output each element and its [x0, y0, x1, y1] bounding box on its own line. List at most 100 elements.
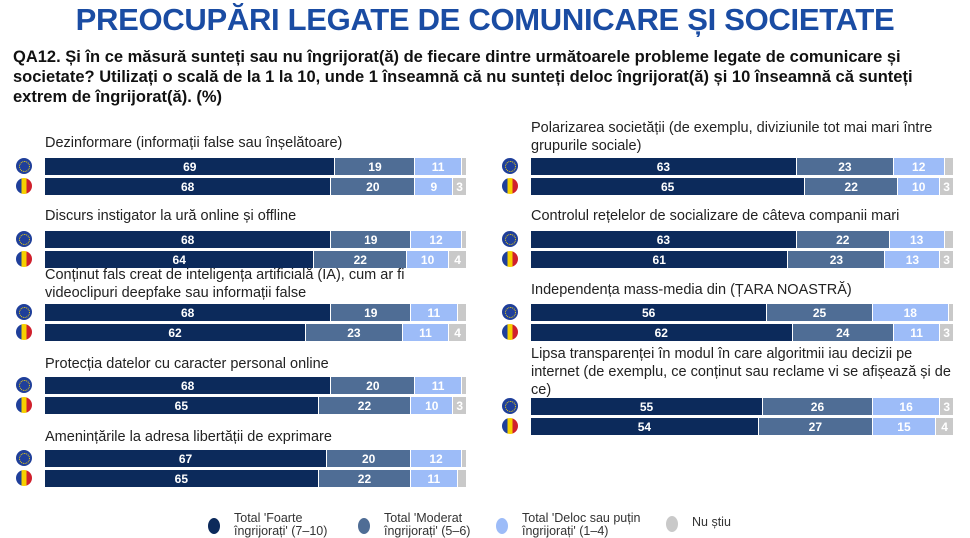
- eu-flag-icon: [502, 158, 518, 174]
- bar-segment: 19: [331, 231, 412, 248]
- bar-segment: 67: [45, 450, 328, 467]
- legend-label: Total 'Foarte îngrijorați' (7–10): [234, 511, 328, 538]
- bar-segment: 12: [411, 450, 462, 467]
- bar-row-eu: 67 20 12: [45, 450, 466, 467]
- legend-item: Total 'Deloc sau puțin îngrijorați' (1–4…: [496, 512, 642, 538]
- item-label: Amenințările la adresa libertății de exp…: [45, 429, 332, 445]
- item-label: Dezinformare (informații false sau înșel…: [45, 135, 343, 151]
- bar-row-ro: 65 22 11: [45, 470, 466, 487]
- legend-label: Total 'Deloc sau puțin îngrijorați' (1–4…: [522, 511, 641, 538]
- bar-row-eu: 63 23 12: [531, 158, 953, 175]
- bar-segment: 22: [318, 470, 412, 487]
- bar-segment: [461, 158, 466, 175]
- bar-segment: 65: [531, 178, 806, 195]
- romania-flag-icon: [502, 251, 518, 267]
- bar-row-eu: 56 25 18: [531, 304, 953, 321]
- bar-segment: 22: [796, 231, 890, 248]
- bar-segment: 54: [531, 418, 759, 435]
- bar-segment: 4: [449, 251, 466, 268]
- romania-flag-icon: [502, 324, 518, 340]
- bar-segment: 23: [796, 158, 894, 175]
- bar-segment: 11: [893, 324, 941, 341]
- bar-segment: 9: [415, 178, 454, 195]
- bar-segment: 61: [531, 251, 789, 268]
- item-label: Discurs instigator la ură online și offl…: [45, 208, 297, 224]
- bar-segment: 62: [531, 324, 793, 341]
- bar-segment: [461, 450, 466, 467]
- bar-row-eu: 69 19 11: [45, 158, 466, 175]
- bar-segment: 3: [940, 251, 953, 268]
- bar-row-eu: 55 26 16 3: [531, 398, 953, 415]
- romania-flag-icon: [502, 418, 518, 434]
- bar-segment: 4: [449, 324, 466, 341]
- legend-item: Nu știu: [666, 516, 812, 532]
- legend-swatch: [208, 518, 220, 534]
- bar-segment: 3: [453, 397, 466, 414]
- bar-segment: 10: [411, 397, 454, 414]
- romania-flag-icon: [16, 251, 32, 267]
- bar-segment: 3: [940, 178, 953, 195]
- eu-flag-icon: [16, 304, 32, 320]
- bar-segment: 68: [45, 377, 332, 394]
- item-label: Polarizarea societății (de exemplu, divi…: [531, 120, 933, 154]
- bar-segment: 11: [402, 324, 450, 341]
- bar-segment: 22: [805, 178, 899, 195]
- bar-segment: 12: [411, 231, 462, 248]
- bar-row-eu: 63 22 13: [531, 231, 953, 248]
- bar-segment: 18: [872, 304, 949, 321]
- bar-segment: 65: [45, 397, 319, 414]
- bar-segment: 11: [411, 470, 458, 487]
- page-title: PREOCUPĂRI LEGATE DE COMUNICARE ȘI SOCIE…: [75, 2, 895, 37]
- bar-segment: 68: [45, 231, 332, 248]
- bar-segment: [461, 377, 466, 394]
- bar-segment: 68: [45, 178, 332, 195]
- bar-row-ro: 62 24 11 3: [531, 324, 953, 341]
- bar-segment: 11: [415, 158, 462, 175]
- bar-segment: [944, 158, 953, 175]
- item-label: Independența mass-media din (ȚARA NOASTR…: [531, 282, 852, 298]
- romania-flag-icon: [16, 397, 32, 413]
- romania-flag-icon: [16, 324, 32, 340]
- bar-segment: 64: [45, 251, 315, 268]
- bar-segment: 10: [898, 178, 941, 195]
- bar-segment: 63: [531, 231, 797, 248]
- bar-row-ro: 61 23 13 3: [531, 251, 953, 268]
- bar-segment: 19: [331, 304, 412, 321]
- bar-segment: 11: [415, 377, 462, 394]
- legend-item: Total 'Moderat îngrijorați' (5–6): [358, 512, 504, 538]
- eu-flag-icon: [502, 231, 518, 247]
- bar-row-ro: 54 27 15 4: [531, 418, 953, 435]
- bar-row-ro: 65 22 10 3: [531, 178, 953, 195]
- bar-row-ro: 68 20 9 3: [45, 178, 466, 195]
- bar-segment: 68: [45, 304, 332, 321]
- bar-segment: 12: [893, 158, 945, 175]
- bar-segment: 69: [45, 158, 336, 175]
- bar-segment: [948, 304, 953, 321]
- bar-row-ro: 62 23 11 4: [45, 324, 466, 341]
- bar-segment: 15: [872, 418, 937, 435]
- bar-segment: 16: [872, 398, 941, 415]
- bar-segment: 62: [45, 324, 307, 341]
- bar-row-ro: 64 22 10 4: [45, 251, 466, 268]
- bar-segment: 10: [407, 251, 450, 268]
- bar-segment: 24: [792, 324, 894, 341]
- bar-segment: 3: [453, 178, 466, 195]
- bar-segment: 22: [314, 251, 408, 268]
- romania-flag-icon: [16, 470, 32, 486]
- bar-segment: 27: [758, 418, 873, 435]
- bar-segment: 20: [331, 178, 416, 195]
- eu-flag-icon: [16, 377, 32, 393]
- bar-segment: 19: [335, 158, 416, 175]
- bar-row-ro: 65 22 10 3: [45, 397, 466, 414]
- bar-segment: [457, 470, 466, 487]
- question-text: QA12. Și în ce măsură sunteți sau nu îng…: [13, 48, 913, 106]
- bar-row-eu: 68 20 11: [45, 377, 466, 394]
- eu-flag-icon: [16, 231, 32, 247]
- eu-flag-icon: [502, 304, 518, 320]
- bar-segment: 20: [327, 450, 412, 467]
- legend-item: Total 'Foarte îngrijorați' (7–10): [208, 512, 354, 538]
- bar-segment: 13: [889, 231, 945, 248]
- romania-flag-icon: [16, 178, 32, 194]
- bar-segment: 56: [531, 304, 768, 321]
- legend-swatch: [358, 518, 370, 534]
